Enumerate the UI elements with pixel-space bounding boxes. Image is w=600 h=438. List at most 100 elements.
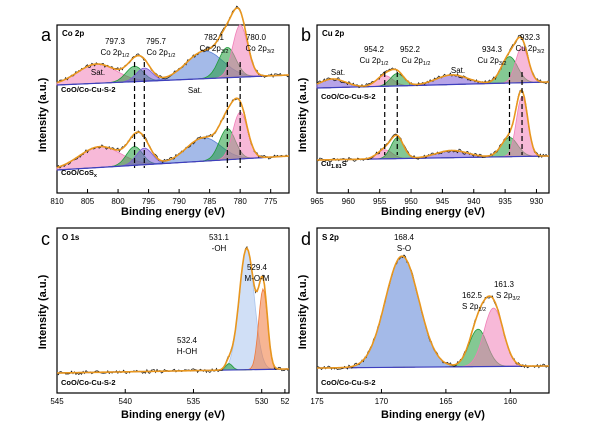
panel-letter-b: b [301, 25, 311, 45]
xlabel-b: Binding energy (eV) [381, 206, 485, 218]
panel-letter-c: c [41, 229, 50, 249]
svg-text:Co 2p3/2: Co 2p3/2 [199, 44, 228, 55]
sat-label-b2: Sat. [451, 66, 465, 75]
svg-text:M-O-M: M-O-M [245, 274, 270, 283]
fit-envelope [56, 7, 290, 84]
frame-d [316, 227, 550, 394]
svg-text:168.4: 168.4 [394, 233, 415, 242]
background-line [56, 74, 290, 86]
svg-text:797.3: 797.3 [105, 37, 126, 46]
xtick-label: 795 [142, 197, 156, 206]
xtick-label: 540 [119, 397, 133, 406]
peak-component-pink [317, 96, 549, 161]
xtick-label: 965 [310, 197, 324, 206]
peak-label-a-795: 795.7 Co 2p1/2 [146, 37, 176, 59]
fit-envelope [57, 246, 289, 374]
ylabel-b: Intensity (a.u.) [297, 77, 309, 152]
frame-b [316, 24, 550, 194]
fit-envelope [317, 255, 549, 369]
xlabel-c: Binding energy (eV) [121, 409, 225, 421]
fit-envelope [317, 88, 549, 161]
peak-component-blue [317, 255, 549, 369]
svg-text:934.3: 934.3 [482, 45, 503, 54]
xticks-b: 965 960 955 950 945 940 935 930 [310, 189, 544, 206]
svg-text:780.0: 780.0 [246, 33, 267, 42]
xtick-label: 955 [373, 197, 387, 206]
sat-label-b1: Sat. [331, 68, 345, 77]
plot-area-a [56, 5, 290, 171]
svg-text:Co 2p1/2: Co 2p1/2 [100, 48, 129, 59]
panel-letter-d: d [301, 229, 311, 249]
peak-label-d-161: 161.3 S 2p3/2 [494, 280, 520, 302]
svg-text:-OH: -OH [212, 244, 227, 253]
svg-text:782.1: 782.1 [204, 33, 225, 42]
svg-text:Cu 2p3/2: Cu 2p3/2 [477, 56, 506, 67]
background-line [316, 365, 550, 369]
svg-text:H-OH: H-OH [177, 347, 198, 356]
xtick-label: 535 [187, 397, 201, 406]
sample-label-d: CoO/Co-Cu-S-2 [321, 378, 376, 387]
xtick-label: 930 [530, 197, 544, 206]
svg-text:Co 2p1/2: Co 2p1/2 [146, 48, 175, 59]
svg-text:932.3: 932.3 [520, 33, 541, 42]
title-c: O 1s [62, 233, 80, 242]
sat-label-a1: Sat. [91, 68, 105, 77]
svg-text:Cu 2p1/2: Cu 2p1/2 [401, 56, 430, 67]
svg-text:Cu 2p3/2: Cu 2p3/2 [515, 44, 544, 55]
svg-text:S-O: S-O [397, 244, 411, 253]
peak-label-b-952: 952.2 Cu 2p1/2 [400, 45, 431, 67]
svg-text:S 2p3/2: S 2p3/2 [496, 291, 520, 302]
svg-text:S 2p1/2: S 2p1/2 [462, 302, 486, 313]
svg-text:952.2: 952.2 [400, 45, 421, 54]
xtick-label: 960 [342, 197, 356, 206]
panel-a: a Intensity (a.u.) 810 805 800 795 790 785 780… [37, 5, 290, 218]
svg-text:Co 2p3/2: Co 2p3/2 [245, 44, 274, 55]
peak-label-a-780: 780.0 Co 2p3/2 [245, 33, 274, 55]
xtick-label: 775 [264, 197, 278, 206]
peak-label-c-529: 529.4 M-O-M [245, 263, 270, 283]
svg-text:529.4: 529.4 [247, 263, 268, 272]
title-a: Co 2p [62, 29, 84, 38]
peak-label-a-782: 782.1 Co 2p3/2 [199, 33, 228, 55]
plot-area-d [316, 254, 550, 370]
svg-text:161.3: 161.3 [494, 280, 515, 289]
xtick-label: 52 [280, 397, 289, 406]
sample-label-a1: CoO/Co-Cu-S-2 [61, 85, 116, 94]
xtick-label: 945 [436, 197, 450, 206]
peak-label-b-934: 934.3 Cu 2p3/2 [477, 45, 506, 67]
peak-label-b-932: 932.3 Cu 2p3/2 [515, 33, 544, 55]
xtick-label: 165 [439, 397, 453, 406]
background-line [316, 81, 550, 89]
fit-envelope [316, 36, 549, 87]
xtick-label: 530 [255, 397, 269, 406]
xticks-d: 175 170 165 160 [310, 389, 518, 406]
background-line [56, 155, 290, 171]
xticks-c: 545 540 535 530 52 [50, 389, 290, 406]
svg-text:795.7: 795.7 [146, 37, 167, 46]
xticks-a: 810 805 800 795 790 785 780 775 [50, 189, 278, 206]
svg-text:162.5: 162.5 [462, 291, 483, 300]
frame-c [56, 227, 290, 394]
plot-area-c [56, 245, 290, 376]
sat-label-a2: Sat. [188, 86, 202, 95]
peak-label-b-954: 954.2 Cu 2p1/2 [359, 45, 388, 67]
title-d: S 2p [322, 233, 339, 242]
peak-label-a-797: 797.3 Co 2p1/2 [100, 37, 129, 59]
xtick-label: 545 [50, 397, 64, 406]
svg-text:Cu 2p1/2: Cu 2p1/2 [359, 56, 388, 67]
svg-text:954.2: 954.2 [364, 45, 385, 54]
xtick-label: 950 [404, 197, 418, 206]
xlabel-d: Binding energy (eV) [381, 409, 485, 421]
peak-label-d-168: 168.4 S-O [394, 233, 415, 253]
ylabel-c: Intensity (a.u.) [37, 274, 49, 349]
sample-label-c: CoO/Co-Cu-S-2 [61, 378, 116, 387]
xtick-label: 810 [50, 197, 64, 206]
title-b: Cu 2p [322, 29, 344, 38]
xtick-label: 940 [467, 197, 481, 206]
sample-label-b1: CoO/Co-Cu-S-2 [321, 92, 376, 101]
panel-b: b Intensity (a.u.) 965 960 955 950 945 940 935… [297, 24, 550, 218]
xtick-label: 805 [81, 197, 95, 206]
fit-envelope [56, 97, 290, 169]
peak-label-d-162: 162.5 S 2p1/2 [462, 291, 486, 313]
